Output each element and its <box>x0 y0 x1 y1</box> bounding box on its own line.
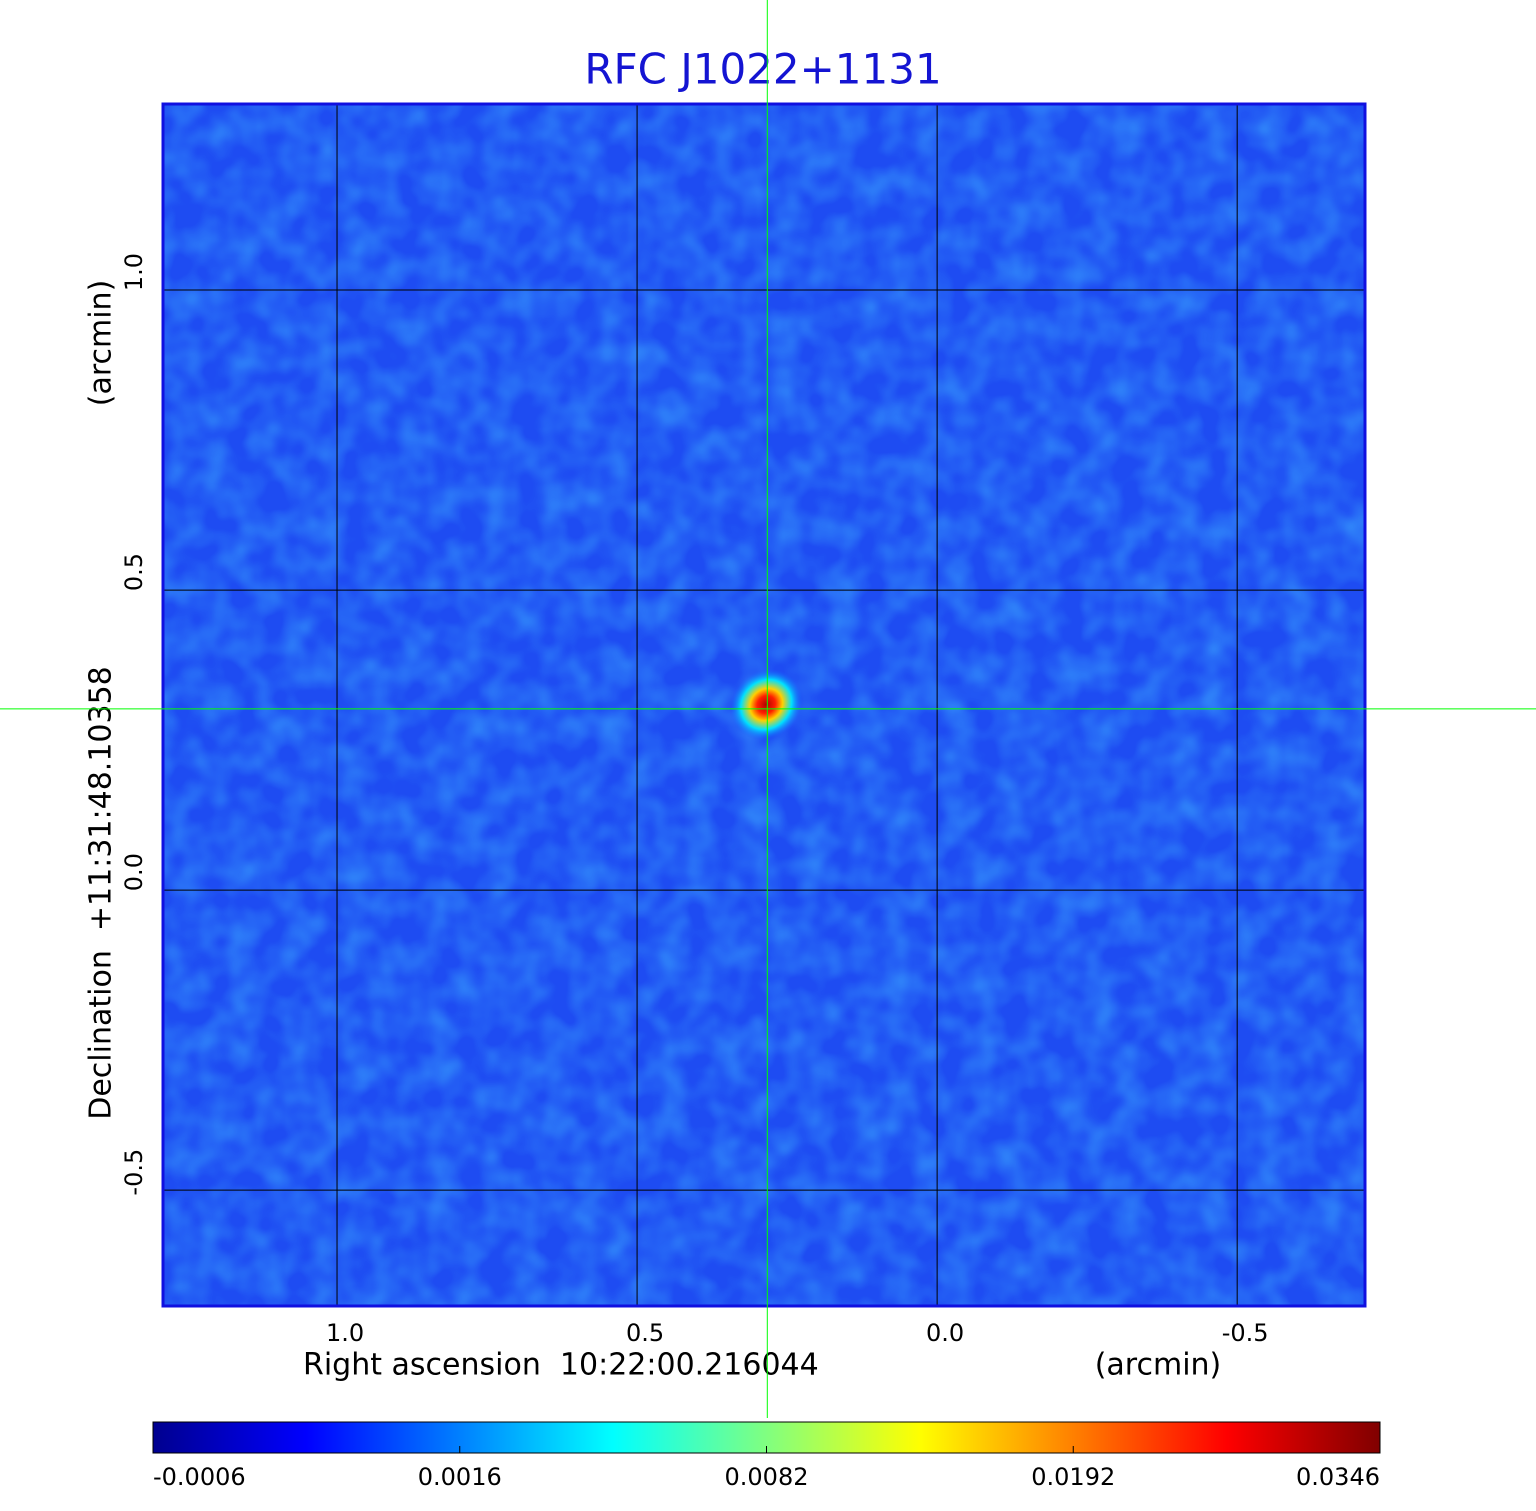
y-tick-label: -0.5 <box>120 1149 148 1196</box>
x-tick-label: 0.5 <box>626 1319 664 1347</box>
chart-title: RFC J1022+1131 <box>584 45 941 94</box>
colorbar-tick-label: 0.0016 <box>418 1463 502 1491</box>
colorbar-tick-label: -0.0006 <box>153 1463 246 1491</box>
y-axis-label: Declination +11:31:48.10358 <box>84 666 119 1120</box>
x-axis-unit: (arcmin) <box>1095 1348 1222 1383</box>
y-tick-label: 1.0 <box>120 253 148 291</box>
source <box>729 668 803 741</box>
colorbar-tick-label: 0.0346 <box>1296 1463 1380 1491</box>
y-tick-label: 0.5 <box>120 553 148 591</box>
colorbar-tick-label: 0.0082 <box>725 1463 809 1491</box>
colorbar-tick-label: 0.0192 <box>1031 1463 1115 1491</box>
x-tick-label: 1.0 <box>326 1319 364 1347</box>
y-tick-label: 0.0 <box>120 853 148 891</box>
x-tick-label: 0.0 <box>926 1319 964 1347</box>
x-tick-label: -0.5 <box>1222 1319 1269 1347</box>
x-axis-label: Right ascension 10:22:00.216044 <box>303 1348 819 1383</box>
plot-frame <box>161 102 1367 1308</box>
y-axis-unit: (arcmin) <box>84 280 119 407</box>
